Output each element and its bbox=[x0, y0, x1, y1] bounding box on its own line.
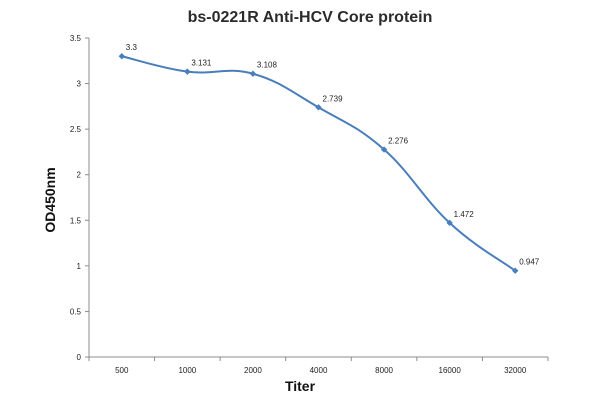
data-point-marker bbox=[315, 104, 322, 111]
x-tick-label: 8000 bbox=[375, 366, 393, 375]
chart-title: bs-0221R Anti-HCV Core protein bbox=[188, 9, 433, 26]
y-tick-label: 3.5 bbox=[70, 34, 82, 43]
data-label: 0.947 bbox=[519, 258, 540, 267]
plot-area: 0 0.5 1 1.5 2 2.5 3 3.5 500 1000 2000 4000 8000 1600… bbox=[70, 34, 549, 375]
x-axis-ticks: 500 1000 2000 4000 8000 16000 32000 bbox=[88, 357, 549, 375]
data-label: 3.108 bbox=[257, 61, 278, 70]
y-tick-label: 0 bbox=[77, 353, 82, 362]
y-tick-label: 2 bbox=[77, 171, 82, 180]
y-tick-label: 2.5 bbox=[70, 125, 82, 134]
data-label: 2.739 bbox=[323, 94, 344, 103]
x-tick-label: 16000 bbox=[439, 366, 462, 375]
y-axis-title: OD450nm bbox=[42, 167, 58, 232]
data-point-marker bbox=[249, 70, 257, 77]
data-label: 2.276 bbox=[388, 137, 409, 146]
x-axis-title: Titer bbox=[285, 378, 316, 394]
x-tick-label: 2000 bbox=[244, 366, 262, 375]
data-point-marker bbox=[512, 267, 519, 274]
x-tick-label: 1000 bbox=[178, 366, 196, 375]
data-point-marker bbox=[380, 146, 388, 153]
data-point-marker bbox=[184, 68, 191, 75]
y-tick-label: 3 bbox=[77, 80, 82, 89]
y-axis-ticks: 0 0.5 1 1.5 2 2.5 3 3.5 bbox=[70, 34, 89, 362]
data-label: 3.3 bbox=[126, 43, 138, 52]
y-tick-label: 1.5 bbox=[70, 216, 82, 225]
data-point-marker bbox=[118, 53, 125, 60]
data-label: 3.131 bbox=[191, 59, 212, 68]
x-tick-label: 32000 bbox=[504, 366, 527, 375]
data-point-marker bbox=[446, 219, 453, 227]
series-layer: 3.3 3.131 3.108 2.739 2.276 1.472 0.947 bbox=[118, 43, 540, 274]
x-tick-label: 4000 bbox=[310, 366, 328, 375]
x-tick-label: 500 bbox=[115, 366, 129, 375]
data-label: 1.472 bbox=[454, 210, 475, 219]
y-tick-label: 1 bbox=[77, 262, 82, 271]
y-tick-label: 0.5 bbox=[70, 307, 82, 316]
